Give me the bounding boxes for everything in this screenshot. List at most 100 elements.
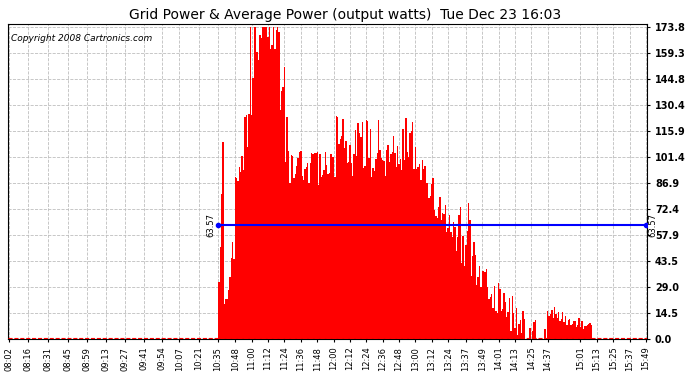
Bar	[368, 158, 370, 339]
Bar	[248, 114, 250, 339]
Bar	[317, 152, 318, 339]
Bar	[589, 323, 591, 339]
Bar	[535, 320, 536, 339]
Bar	[497, 313, 498, 339]
Bar	[292, 156, 293, 339]
Bar	[491, 294, 493, 339]
Bar	[339, 139, 341, 339]
Bar	[269, 27, 270, 339]
Bar	[352, 176, 353, 339]
Bar	[235, 177, 236, 339]
Bar	[321, 177, 322, 339]
Bar	[444, 214, 445, 339]
Bar	[417, 167, 419, 339]
Bar	[544, 329, 546, 339]
Bar	[529, 328, 531, 339]
Bar	[344, 148, 345, 339]
Bar	[325, 152, 326, 339]
Bar	[384, 162, 385, 339]
Bar	[430, 196, 431, 339]
Bar	[428, 198, 430, 339]
Bar	[398, 165, 400, 339]
Bar	[505, 302, 506, 339]
Bar	[591, 325, 592, 339]
Bar	[345, 141, 346, 339]
Bar	[406, 152, 408, 339]
Bar	[567, 320, 569, 339]
Bar	[274, 49, 275, 339]
Bar	[226, 300, 228, 339]
Bar	[395, 167, 397, 339]
Bar	[315, 153, 317, 339]
Bar	[381, 158, 382, 339]
Bar	[586, 325, 588, 339]
Bar	[326, 165, 328, 339]
Bar	[360, 136, 362, 339]
Bar	[286, 117, 288, 339]
Bar	[588, 324, 589, 339]
Bar	[513, 313, 514, 339]
Bar	[500, 289, 501, 339]
Bar	[264, 27, 265, 339]
Bar	[258, 60, 259, 339]
Bar	[469, 220, 471, 339]
Bar	[375, 159, 377, 339]
Bar	[237, 181, 239, 339]
Bar	[308, 183, 310, 339]
Bar	[221, 194, 222, 339]
Bar	[338, 144, 339, 339]
Bar	[441, 219, 442, 339]
Bar	[388, 162, 390, 339]
Bar	[273, 27, 274, 339]
Bar	[465, 245, 466, 339]
Bar	[571, 324, 573, 339]
Bar	[351, 163, 352, 339]
Bar	[314, 153, 315, 339]
Bar	[265, 27, 266, 339]
Bar	[409, 133, 411, 339]
Bar	[472, 256, 473, 339]
Bar	[424, 166, 426, 339]
Bar	[307, 163, 308, 339]
Bar	[348, 162, 349, 339]
Bar	[476, 285, 477, 339]
Bar	[255, 27, 257, 339]
Bar	[475, 255, 476, 339]
Bar	[434, 210, 435, 339]
Bar	[570, 325, 571, 339]
Bar	[284, 67, 285, 339]
Bar	[302, 177, 303, 339]
Bar	[561, 320, 562, 339]
Bar	[288, 152, 289, 339]
Bar	[311, 153, 313, 339]
Bar	[584, 326, 585, 339]
Bar	[445, 205, 446, 339]
Bar	[479, 266, 480, 339]
Bar	[573, 321, 574, 339]
Bar	[324, 170, 325, 339]
Bar	[412, 122, 413, 339]
Bar	[427, 183, 428, 339]
Bar	[259, 36, 261, 339]
Bar	[493, 308, 494, 339]
Bar	[454, 227, 455, 339]
Bar	[455, 251, 457, 339]
Bar	[290, 154, 292, 339]
Bar	[243, 170, 244, 339]
Bar	[337, 117, 338, 339]
Bar	[225, 299, 226, 339]
Bar	[299, 152, 300, 339]
Bar	[296, 166, 297, 339]
Bar	[501, 310, 502, 339]
Bar	[382, 160, 384, 339]
Bar	[498, 283, 500, 339]
Text: Grid Power & Average Power (output watts)  Tue Dec 23 16:03: Grid Power & Average Power (output watts…	[129, 8, 561, 21]
Bar	[400, 159, 401, 339]
Bar	[495, 311, 497, 339]
Bar	[397, 146, 398, 339]
Bar	[386, 150, 388, 339]
Bar	[560, 321, 561, 339]
Bar	[458, 215, 460, 339]
Bar	[533, 322, 535, 339]
Bar	[565, 316, 566, 339]
